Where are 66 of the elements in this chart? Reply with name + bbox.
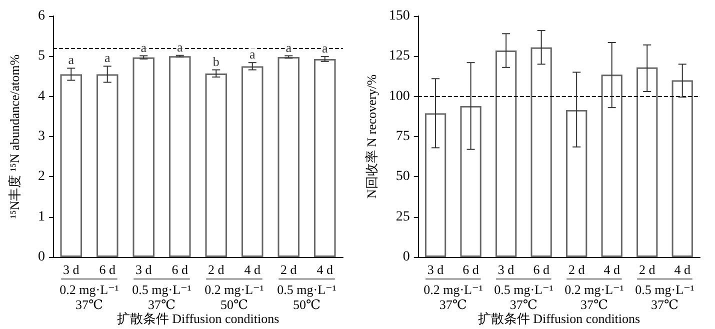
y-tick-label: 0 xyxy=(38,250,45,264)
x-tick-label: 4 d xyxy=(244,262,261,277)
bar xyxy=(530,47,552,257)
bar xyxy=(636,67,658,257)
bar xyxy=(314,58,336,257)
x-tick-label: 6 d xyxy=(172,262,188,277)
y-tick-label: 100 xyxy=(388,88,410,104)
data-label: b xyxy=(212,54,220,69)
x-tick-label: 2 d xyxy=(638,262,656,277)
y-tick-label: 3 xyxy=(38,129,45,144)
y-tick-label: 150 xyxy=(388,8,410,24)
x-tick-label: 2 d xyxy=(568,262,586,277)
bar xyxy=(278,56,300,257)
bar xyxy=(60,74,82,257)
y-tick-label: 50 xyxy=(396,169,410,184)
x-axis-title: 扩散条件 Diffusion conditions xyxy=(116,311,280,326)
bar xyxy=(205,73,227,257)
bar xyxy=(169,56,191,257)
bar xyxy=(242,66,264,257)
y-tick-label: 2 xyxy=(38,169,45,184)
data-label: a xyxy=(140,40,147,55)
y-axis-title: N回收率 N recovery/% xyxy=(364,74,379,199)
bar xyxy=(601,74,622,257)
text: 0.5 mg·L⁻¹ 37℃ xyxy=(132,282,192,312)
text: 0.5 mg·L⁻¹ 37℃ xyxy=(635,282,694,312)
text: 0.2 mg·L⁻¹ 37℃ xyxy=(60,282,119,312)
x-tick-label: 3 d xyxy=(427,262,444,277)
bar xyxy=(495,50,517,257)
y-axis-title: ¹⁵N丰度 ¹⁵N abundance/atom% xyxy=(7,54,22,219)
x-tick-label: 3 d xyxy=(63,262,80,277)
x-axis-title: 扩散条件 Diffusion conditions xyxy=(478,311,640,326)
text: 0.2 mg·L⁻¹ 37℃ xyxy=(564,282,624,312)
bar xyxy=(672,80,693,257)
x-tick-label: 3 d xyxy=(136,262,152,277)
x-tick-label: 2 d xyxy=(208,262,225,277)
text: 0.5 mg·L⁻¹ 50℃ xyxy=(277,282,336,312)
x-tick-label: 6 d xyxy=(533,262,550,277)
y-tick-label: 4 xyxy=(38,88,45,104)
text: 0.2 mg·L⁻¹ 37℃ xyxy=(424,282,483,312)
y-tick-label: 1 xyxy=(38,209,45,224)
y-tick-label: 25 xyxy=(396,209,410,224)
x-tick-label: 4 d xyxy=(604,262,620,277)
y-tick-label: 0 xyxy=(402,250,410,264)
bar xyxy=(424,113,446,257)
data-label: a xyxy=(249,46,256,62)
text: 0.2 mg·L⁻¹ 50℃ xyxy=(204,282,264,312)
data-label: a xyxy=(286,40,292,55)
bar xyxy=(132,57,154,257)
data-label: a xyxy=(322,40,328,56)
x-tick-label: 3 d xyxy=(498,262,515,277)
data-label: a xyxy=(68,52,74,68)
data-label: a xyxy=(176,39,183,54)
x-tick-label: 6 d xyxy=(99,262,116,277)
text: 0.5 mg·L⁻¹ 37℃ xyxy=(494,282,554,312)
bar xyxy=(566,110,588,257)
data-label: a xyxy=(104,50,110,66)
bar xyxy=(460,106,482,257)
y-tick-label: 125 xyxy=(388,48,410,64)
y-tick-label: 6 xyxy=(38,8,45,24)
y-tick-label: 75 xyxy=(396,129,410,144)
x-tick-label: 4 d xyxy=(316,262,334,277)
x-tick-label: 4 d xyxy=(674,262,691,277)
bar xyxy=(96,74,118,257)
x-tick-label: 6 d xyxy=(462,262,480,277)
x-tick-label: 2 d xyxy=(280,262,298,277)
y-tick-label: 5 xyxy=(38,48,45,64)
